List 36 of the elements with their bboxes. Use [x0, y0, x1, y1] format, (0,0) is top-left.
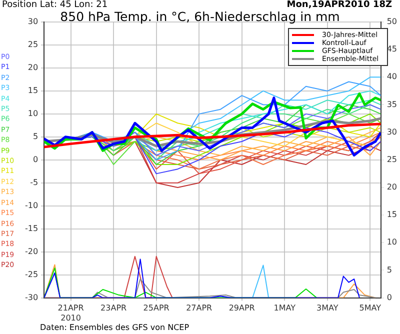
- y2-tick-label: 50: [386, 17, 398, 26]
- y2-tick-label: 0: [386, 292, 392, 302]
- text: Daten: Ensembles des GFS von NCEP: [40, 323, 190, 332]
- x-tick-label: 3MAY: [316, 304, 338, 313]
- x-tick-label: 23APR: [100, 304, 128, 313]
- y-tick-label: 30: [28, 17, 38, 26]
- x-tick-label: 29APR: [228, 304, 256, 313]
- chart-subtitle: Position Lat: 45 Lon: 21: [2, 0, 108, 10]
- y-tick-label: -30: [24, 292, 38, 302]
- y-tick-label: -15: [24, 224, 38, 233]
- y-tick-label: 25: [28, 40, 38, 50]
- text: Mon,19APR2010 18Z: [286, 0, 392, 10]
- y-tick-label: -25: [24, 270, 38, 279]
- y2-tick-label: 45: [386, 44, 398, 54]
- y-tick-label: 10: [28, 109, 38, 118]
- x-tick-label: 1MAY: [274, 304, 296, 313]
- y-tick-label: 15: [28, 86, 38, 96]
- chart-title: 850 hPa Temp. in °C, 6h-Niederschlag in mm: [60, 9, 340, 24]
- y-tick-label: 20: [28, 63, 38, 72]
- y-tick-label: 0: [32, 154, 38, 164]
- x-tick-label: 25APR: [143, 304, 170, 313]
- y2-tick-label: 10: [386, 238, 398, 247]
- y2-tick-label: 15: [386, 210, 398, 220]
- y2-tick-label: 25: [386, 154, 398, 164]
- y-tick-label: -20: [24, 246, 38, 256]
- y-tick-label: -10: [24, 200, 38, 210]
- y2-tick-label: 20: [386, 182, 398, 192]
- y2-tick-label: 35: [386, 100, 398, 109]
- x-tick-label: 5MAY: [359, 304, 382, 313]
- y-tick-label: 5: [32, 132, 38, 141]
- y2-tick-label: 40: [386, 72, 398, 82]
- y2-tick-label: 5: [386, 265, 392, 274]
- y2-tick-label: 30: [386, 127, 398, 136]
- x-tick-label: 21APR 2010: [58, 304, 84, 322]
- x-tick-label: 27APR: [186, 304, 213, 313]
- y-tick-label: -5: [30, 178, 38, 187]
